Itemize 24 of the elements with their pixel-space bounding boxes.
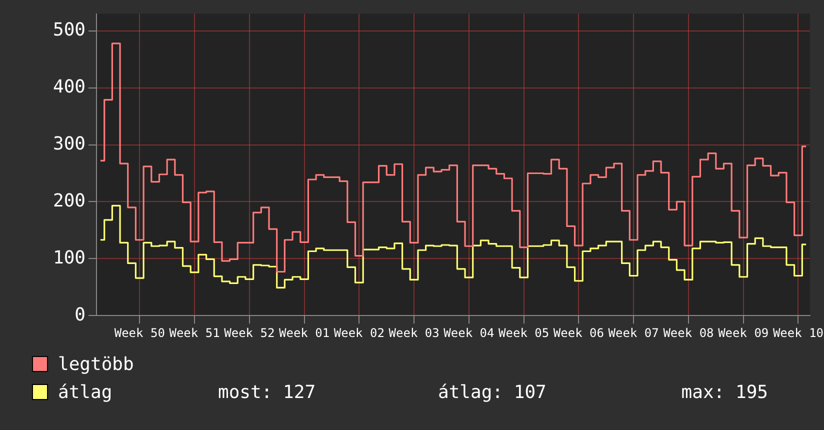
x-tick-label: Week 50 xyxy=(114,326,165,340)
y-tick-label: 300 xyxy=(52,133,86,154)
x-tick-label: Week 52 xyxy=(224,326,275,340)
x-tick-label: Week 07 xyxy=(608,326,659,340)
x-tick-label: Week 02 xyxy=(334,326,384,340)
y-tick-label: 100 xyxy=(52,247,86,268)
x-tick-label: Week 05 xyxy=(498,326,550,340)
y-tick-label: 400 xyxy=(52,76,86,98)
text: most: 127 xyxy=(218,382,317,402)
y-tick-label: 200 xyxy=(52,190,86,212)
x-tick-label: Week 01 xyxy=(278,326,330,340)
x-tick-label: Week 03 xyxy=(388,326,440,340)
text: átlag: 107 xyxy=(438,382,548,402)
legend-label: átlag xyxy=(58,382,114,402)
x-tick-label: Week 08 xyxy=(663,326,714,340)
x-tick-label: Week 10 xyxy=(772,326,824,340)
legend-label: legtöbb xyxy=(58,354,135,374)
y-tick-label: 500 xyxy=(52,20,86,41)
x-tick-label: Week 51 xyxy=(169,326,220,340)
x-tick-label: Week 06 xyxy=(553,326,604,340)
x-tick-label: Week 04 xyxy=(444,326,494,340)
text: max: 195 xyxy=(680,382,768,402)
y-tick-label: 0 xyxy=(74,304,86,326)
x-tick-label: Week 09 xyxy=(718,326,769,340)
